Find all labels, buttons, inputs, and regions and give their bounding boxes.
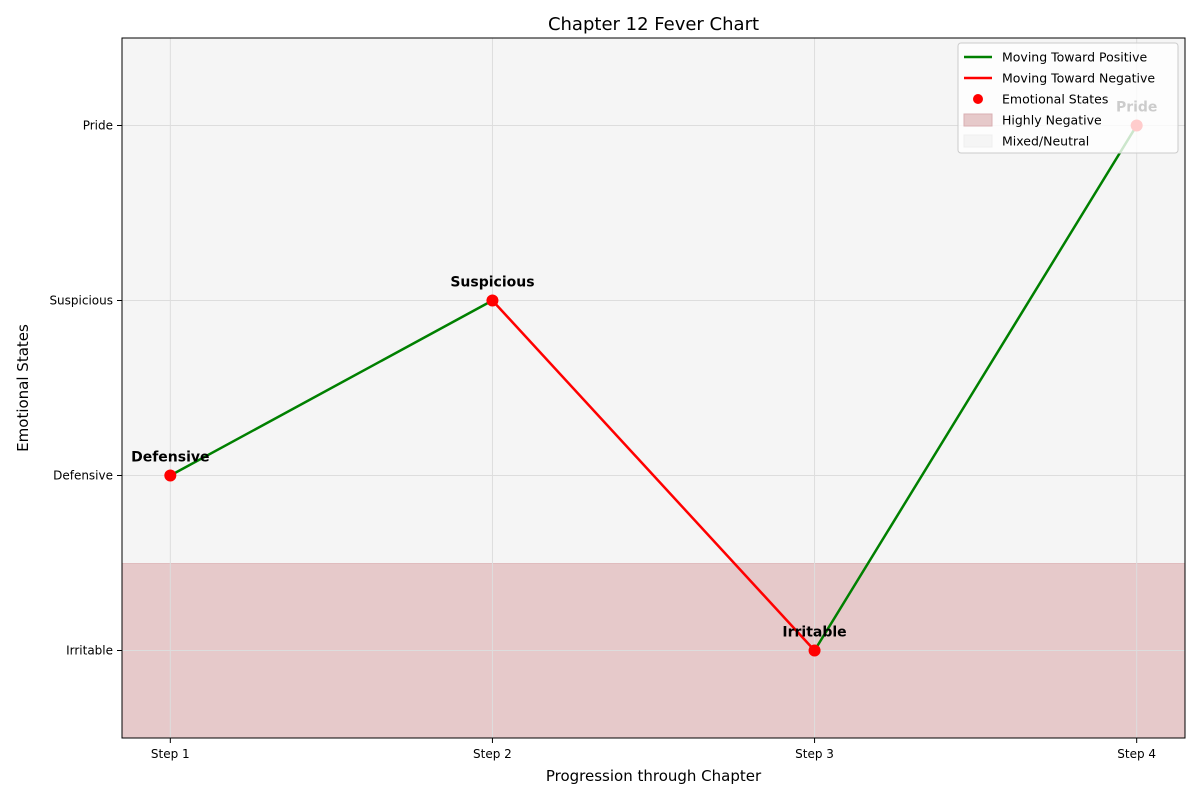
legend-label-moving-toward-positive: Moving Toward Positive	[1002, 50, 1148, 65]
y-tick-label: Suspicious	[49, 294, 113, 308]
y-axis-label: Emotional States	[14, 324, 32, 452]
x-tick-label: Step 1	[151, 747, 190, 761]
x-tick-label: Step 3	[795, 747, 834, 761]
segment-positive	[169, 299, 494, 477]
point-suspicious	[486, 294, 499, 307]
legend-swatch-mixed-neutral	[963, 134, 993, 148]
x-tick-label: Step 2	[473, 747, 512, 761]
segment-negative	[491, 299, 816, 652]
x-tick-label: Step 4	[1117, 747, 1156, 761]
point-label-defensive: Defensive	[131, 450, 209, 466]
plot-frame	[121, 37, 1186, 739]
legend-box	[957, 42, 1179, 154]
point-defensive	[164, 469, 177, 482]
segment-positive	[813, 124, 1138, 652]
y-tick-label: Defensive	[53, 469, 113, 483]
legend-label-emotional-states: Emotional States	[1002, 92, 1108, 107]
chart-title: Chapter 12 Fever Chart	[548, 14, 759, 35]
point-label-irritable: Irritable	[782, 625, 846, 641]
point-label-suspicious: Suspicious	[450, 275, 534, 291]
legend-label-moving-toward-negative: Moving Toward Negative	[1002, 71, 1155, 86]
legend-label-mixed-neutral: Mixed/Neutral	[1002, 134, 1089, 149]
legend-label-highly-negative: Highly Negative	[1002, 113, 1102, 128]
y-tick-label: Irritable	[66, 644, 113, 658]
y-tick-label: Pride	[83, 119, 113, 133]
legend-swatch-emotional-states	[973, 94, 983, 104]
x-axis-label: Progression through Chapter	[546, 767, 762, 785]
point-irritable	[808, 644, 821, 657]
legend-swatch-highly-negative	[963, 113, 993, 127]
legend: Moving Toward Positive Moving Toward Nega…	[957, 42, 1179, 154]
